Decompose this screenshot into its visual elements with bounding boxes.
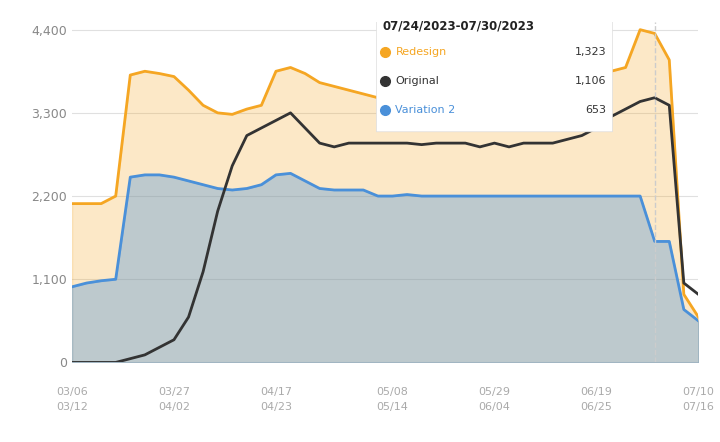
Text: 653: 653 bbox=[585, 105, 607, 115]
Text: 05/14: 05/14 bbox=[377, 402, 408, 412]
FancyBboxPatch shape bbox=[377, 15, 613, 132]
Text: 03/12: 03/12 bbox=[56, 402, 88, 412]
Text: 1,106: 1,106 bbox=[575, 76, 607, 86]
Text: 06/04: 06/04 bbox=[479, 402, 510, 412]
Text: 06/19: 06/19 bbox=[580, 387, 613, 396]
Text: 03/06: 03/06 bbox=[56, 387, 88, 396]
Text: Original: Original bbox=[395, 76, 439, 86]
Text: 07/10: 07/10 bbox=[683, 387, 714, 396]
Text: 07/16: 07/16 bbox=[683, 402, 714, 412]
Text: 05/08: 05/08 bbox=[377, 387, 408, 396]
Text: Redesign: Redesign bbox=[395, 47, 446, 57]
Text: 04/17: 04/17 bbox=[260, 387, 292, 396]
Text: 04/23: 04/23 bbox=[260, 402, 292, 412]
Text: 04/02: 04/02 bbox=[158, 402, 190, 412]
Text: 07/24/2023-07/30/2023: 07/24/2023-07/30/2023 bbox=[382, 19, 534, 33]
Text: 1,323: 1,323 bbox=[575, 47, 607, 57]
Text: 05/29: 05/29 bbox=[479, 387, 510, 396]
Text: Variation 2: Variation 2 bbox=[395, 105, 456, 115]
Text: 06/25: 06/25 bbox=[580, 402, 613, 412]
Text: 03/27: 03/27 bbox=[158, 387, 190, 396]
